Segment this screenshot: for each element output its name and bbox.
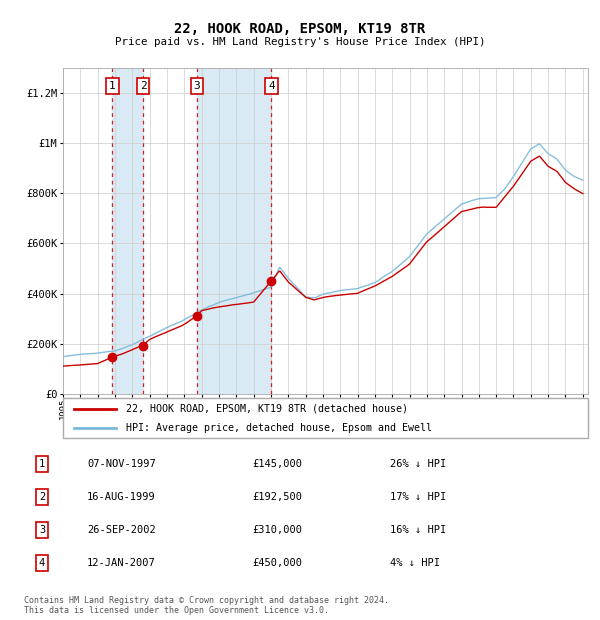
Bar [197,68,271,394]
Text: £450,000: £450,000 [252,557,302,568]
Text: 26-SEP-2002: 26-SEP-2002 [87,525,156,535]
Text: 12-JAN-2007: 12-JAN-2007 [87,557,156,568]
Text: £192,500: £192,500 [252,492,302,502]
Text: 4: 4 [268,81,275,91]
Text: £310,000: £310,000 [252,525,302,535]
Text: 2: 2 [39,492,45,502]
Text: 3: 3 [194,81,200,91]
Text: 26% ↓ HPI: 26% ↓ HPI [390,459,446,469]
Text: HPI: Average price, detached house, Epsom and Ewell: HPI: Average price, detached house, Epso… [126,423,432,433]
Text: 1: 1 [109,81,116,91]
FancyBboxPatch shape [63,398,588,438]
Text: 22, HOOK ROAD, EPSOM, KT19 8TR (detached house): 22, HOOK ROAD, EPSOM, KT19 8TR (detached… [126,404,408,414]
Text: 4: 4 [39,557,45,568]
Text: Contains HM Land Registry data © Crown copyright and database right 2024.
This d: Contains HM Land Registry data © Crown c… [24,596,389,615]
Text: 4% ↓ HPI: 4% ↓ HPI [390,557,440,568]
Bar [112,68,143,394]
Text: 17% ↓ HPI: 17% ↓ HPI [390,492,446,502]
Text: 1: 1 [39,459,45,469]
Text: 3: 3 [39,525,45,535]
Text: Price paid vs. HM Land Registry's House Price Index (HPI): Price paid vs. HM Land Registry's House … [115,37,485,47]
Text: 16-AUG-1999: 16-AUG-1999 [87,492,156,502]
Text: 16% ↓ HPI: 16% ↓ HPI [390,525,446,535]
Text: 2: 2 [140,81,146,91]
Text: 07-NOV-1997: 07-NOV-1997 [87,459,156,469]
Text: 22, HOOK ROAD, EPSOM, KT19 8TR: 22, HOOK ROAD, EPSOM, KT19 8TR [175,22,425,36]
Text: £145,000: £145,000 [252,459,302,469]
